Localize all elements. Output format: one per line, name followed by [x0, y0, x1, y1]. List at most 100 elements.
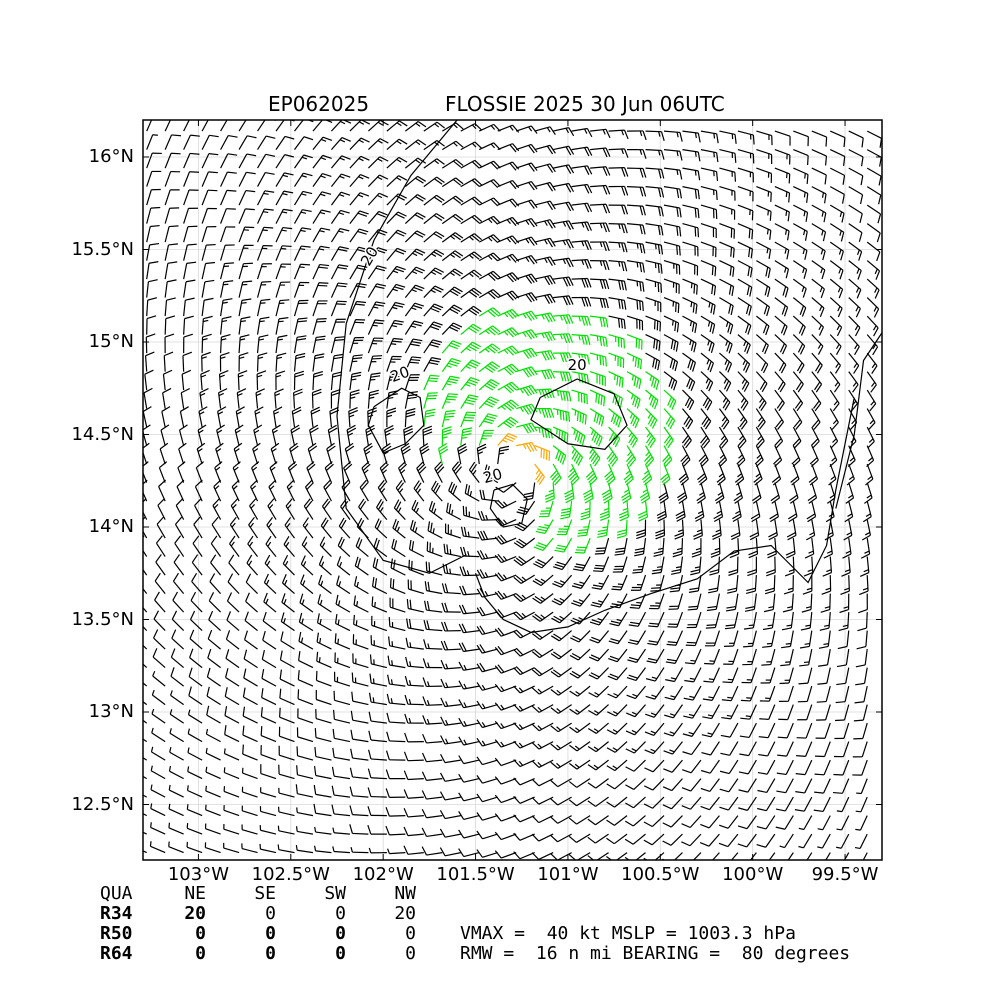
wind-barb — [663, 204, 682, 218]
wind-barb — [710, 538, 721, 558]
wind-barb — [795, 778, 813, 794]
wind-barb — [863, 482, 873, 504]
wind-barb — [387, 674, 406, 687]
wind-barb — [682, 334, 697, 353]
wind-barb — [201, 297, 214, 317]
wind-barb — [220, 262, 234, 280]
wind-barb — [330, 173, 351, 187]
wind-barb — [826, 482, 836, 504]
wind-barb — [404, 675, 424, 687]
wind-barb — [781, 612, 794, 631]
wind-barb — [601, 482, 613, 504]
wind-barb — [404, 284, 425, 298]
wind-barb — [841, 556, 851, 577]
wind-barb — [513, 556, 536, 567]
wind-barb — [220, 244, 235, 261]
wind-barb — [608, 630, 628, 645]
wind-barb — [157, 498, 166, 520]
wind-barb — [817, 815, 831, 831]
wind-barb — [404, 302, 424, 317]
wind-barb — [569, 741, 591, 752]
wind-barb — [355, 537, 369, 558]
wind-barb — [403, 770, 424, 781]
wind-barb — [532, 593, 554, 604]
wind-barb — [626, 223, 646, 235]
wind-barb — [266, 517, 277, 539]
wind-barb — [773, 445, 783, 468]
wind-barb — [797, 685, 813, 703]
contour-loop — [489, 483, 528, 528]
wind-barb — [256, 316, 270, 335]
wind-barb — [553, 556, 573, 571]
wind-barb — [330, 353, 344, 372]
wind-barb — [152, 670, 166, 687]
wind-barb — [349, 389, 360, 409]
wind-barb — [188, 686, 203, 706]
wind-barb — [587, 815, 609, 826]
wind-barb — [645, 334, 661, 351]
wind-barb — [774, 149, 791, 165]
wind-barb — [811, 297, 825, 318]
wind-barb — [662, 815, 683, 828]
wind-barb — [422, 733, 443, 744]
wind-barb — [143, 682, 148, 687]
wind-barb — [275, 299, 290, 317]
wind-barb — [608, 352, 625, 369]
wind-barb — [422, 677, 443, 688]
wind-barb — [861, 519, 872, 541]
wind-barb — [460, 323, 482, 336]
wind-barb — [250, 479, 259, 502]
wind-barb — [146, 242, 160, 261]
wind-barb — [577, 519, 591, 537]
wind-barb — [663, 186, 682, 199]
wind-barb — [750, 500, 761, 523]
wind-barb — [740, 685, 757, 702]
wind-barb — [829, 297, 843, 318]
wind-barb — [411, 499, 425, 521]
wind-barb — [637, 501, 648, 522]
wind-barb — [458, 717, 480, 727]
wind-barb — [783, 575, 794, 595]
wind-barb — [241, 843, 258, 854]
wind-barb — [704, 648, 720, 665]
wind-barb — [404, 157, 427, 169]
wind-barb — [649, 593, 665, 610]
wind-barb — [143, 644, 148, 650]
wind-barb — [292, 388, 303, 409]
wind-barb — [408, 539, 425, 558]
wind-barb — [720, 722, 739, 738]
wind-barb — [738, 778, 757, 793]
wind-barb — [183, 333, 193, 354]
wind-barb — [590, 203, 611, 214]
wind-barb — [513, 703, 535, 712]
wind-barb — [371, 615, 388, 632]
wind-barb — [421, 752, 443, 763]
wind-barb — [316, 651, 332, 669]
wind-barb — [403, 751, 424, 762]
wind-barb — [671, 556, 684, 575]
wind-barb — [353, 595, 369, 613]
wind-barb — [423, 231, 445, 243]
wind-barb — [367, 210, 388, 224]
wind-barb — [205, 728, 221, 743]
wind-barb — [699, 833, 720, 847]
wind-barb — [497, 272, 520, 283]
wind-barb — [150, 784, 166, 798]
lon-tick-label: 103°W — [167, 864, 229, 885]
wind-barb — [293, 209, 312, 224]
wind-barb — [564, 482, 575, 504]
wind-barb — [811, 130, 828, 147]
wind-barb — [589, 371, 606, 387]
wind-barb — [655, 519, 666, 540]
wind-barb — [590, 184, 611, 195]
wind-barb — [367, 319, 385, 335]
wind-barb — [227, 573, 240, 595]
wind-barb — [774, 352, 787, 374]
wind-barb — [606, 815, 628, 826]
wind-barb — [483, 464, 499, 484]
wind-barb — [516, 441, 538, 453]
wind-barb — [784, 556, 795, 577]
wind-barb — [854, 833, 868, 850]
wind-barb — [761, 648, 776, 666]
wind-barb — [169, 709, 184, 724]
